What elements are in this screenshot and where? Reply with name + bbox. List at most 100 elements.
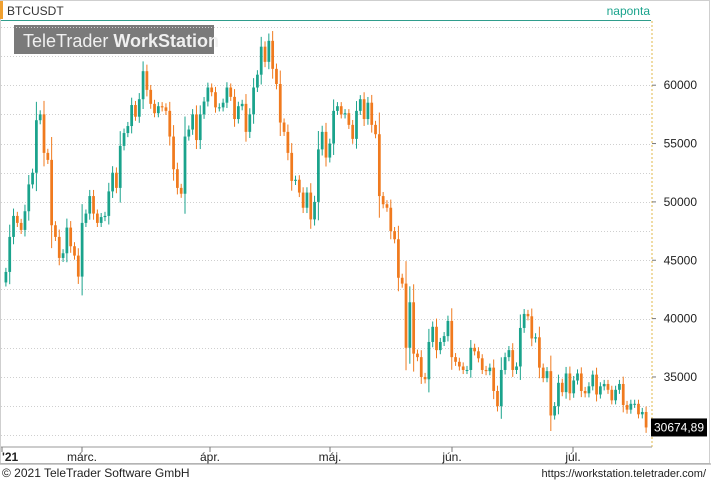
candle-body xyxy=(202,101,206,115)
candle-body xyxy=(496,390,499,407)
candle-body xyxy=(637,403,640,415)
candle-body xyxy=(549,371,553,416)
candle-body xyxy=(198,114,202,141)
candle-body xyxy=(191,114,194,130)
candle-body xyxy=(320,131,324,150)
candle-body xyxy=(572,380,576,394)
interval-label[interactable]: naponta xyxy=(607,4,651,18)
candle-body xyxy=(88,196,92,214)
candle-body xyxy=(160,106,164,108)
candle-body xyxy=(503,357,507,370)
candle-body xyxy=(435,326,438,351)
candle-body xyxy=(65,227,69,254)
candle-body xyxy=(27,184,31,212)
candle-body xyxy=(602,383,606,387)
candle-body xyxy=(480,358,484,370)
copyright-text: © 2021 TeleTrader Software GmbH xyxy=(2,466,190,480)
candle-body xyxy=(95,213,99,223)
candle-body xyxy=(526,313,530,317)
candle-body xyxy=(225,87,229,103)
x-tick-label: '21 xyxy=(2,450,19,464)
candle-body xyxy=(118,145,122,188)
candle-body xyxy=(4,271,8,283)
candle-body xyxy=(450,320,454,358)
candle-body xyxy=(618,383,621,390)
candle-body xyxy=(183,136,187,194)
candle-body xyxy=(217,107,221,109)
y-tick-label: 60000 xyxy=(664,78,698,92)
candle-body xyxy=(366,102,370,120)
candle-body xyxy=(499,369,503,407)
candle-body xyxy=(465,369,469,371)
candle-body xyxy=(115,172,118,188)
candle-body xyxy=(259,46,263,75)
candle-body xyxy=(206,87,210,102)
last-price-box xyxy=(651,418,707,437)
candle-body xyxy=(38,114,42,121)
candle-body xyxy=(560,382,564,393)
candle-body xyxy=(214,92,217,108)
candle-body xyxy=(534,337,537,339)
candle-body xyxy=(583,390,587,394)
candle-body xyxy=(358,99,362,111)
candle-body xyxy=(385,204,389,208)
candle-body xyxy=(141,71,145,100)
candle-body xyxy=(54,225,57,237)
candle-body xyxy=(286,131,290,153)
candle-body xyxy=(61,253,65,258)
candle-body xyxy=(8,236,12,272)
candle-body xyxy=(377,134,381,197)
y-tick-label: 40000 xyxy=(664,312,698,326)
candle-body xyxy=(579,373,583,391)
candle-body xyxy=(19,222,23,230)
candle-body xyxy=(99,217,103,223)
candle-body xyxy=(400,277,404,284)
candle-body xyxy=(351,124,355,139)
candle-body xyxy=(236,106,240,120)
candle-body xyxy=(507,350,511,358)
candle-body xyxy=(621,383,625,405)
x-tick-label: máj. xyxy=(319,450,342,464)
candle-body xyxy=(15,215,19,223)
y-tick-label: 45000 xyxy=(664,253,698,267)
candle-body xyxy=(568,373,572,394)
candle-body xyxy=(80,222,84,277)
header-underline xyxy=(1,20,651,21)
candle-body xyxy=(229,87,233,97)
x-tick-label: júl. xyxy=(564,450,580,464)
candle-body xyxy=(606,383,610,390)
candle-body xyxy=(42,114,46,153)
candle-body xyxy=(92,196,95,214)
candle-body xyxy=(640,411,644,415)
y-axis: 35000 40000 45000 50000 55000 60000 xyxy=(652,78,697,384)
footer-url[interactable]: https://workstation.teletrader.com/ xyxy=(542,468,707,480)
symbol-label: BTCUSDT xyxy=(7,4,64,18)
candle-body xyxy=(511,350,515,370)
candle-body xyxy=(134,105,137,117)
candle-body xyxy=(576,373,579,381)
y-tick-label: 50000 xyxy=(664,195,698,209)
candle-body xyxy=(328,143,332,158)
candle-body xyxy=(416,353,419,358)
candle-body xyxy=(488,367,492,372)
x-tick-label: ápr. xyxy=(200,450,220,464)
candle-body xyxy=(458,361,461,367)
candle-body xyxy=(446,320,450,337)
x-tick-label: jún. xyxy=(441,450,461,464)
x-axis: '21 márc. ápr. máj. jún. júl. xyxy=(1,447,581,464)
candle-body xyxy=(103,215,107,218)
candle-body xyxy=(518,327,522,367)
candle-body xyxy=(419,357,423,377)
candle-body xyxy=(545,371,549,379)
candle-body xyxy=(84,213,88,223)
candle-body xyxy=(438,341,442,351)
candle-body xyxy=(355,110,358,139)
candle-body xyxy=(644,411,648,428)
candle-body xyxy=(522,313,526,328)
candle-body xyxy=(381,196,385,205)
header-marker xyxy=(0,1,3,19)
candle-body xyxy=(57,236,61,258)
y-tick-label: 55000 xyxy=(664,137,698,151)
